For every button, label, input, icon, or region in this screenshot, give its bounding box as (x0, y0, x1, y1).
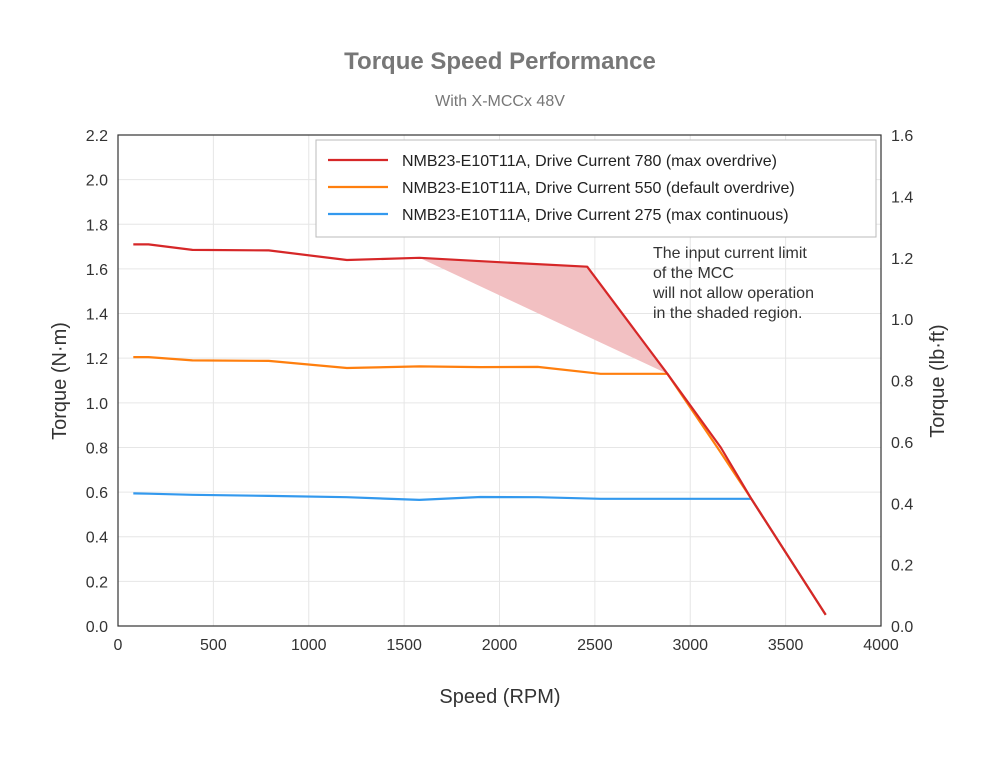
y2-tick-label: 0.0 (891, 619, 913, 636)
legend: NMB23-E10T11A, Drive Current 780 (max ov… (315, 139, 877, 238)
series-line-780 (133, 243, 827, 616)
annotation-line: in the shaded region. (653, 305, 802, 322)
y2-tick-label: 1.4 (891, 189, 913, 206)
legend-entry-275: NMB23-E10T11A, Drive Current 275 (max co… (402, 207, 789, 224)
y2-tick-label: 1.2 (891, 251, 913, 268)
y-tick-label: 1.4 (86, 307, 108, 324)
plot-frame (117, 134, 882, 627)
y2-tick-label: 1.0 (891, 312, 913, 329)
y-tick-label: 0.6 (86, 485, 108, 502)
annotation-line: will not allow operation (652, 285, 814, 302)
shaded-region (419, 257, 668, 374)
legend-entry-780: NMB23-E10T11A, Drive Current 780 (max ov… (402, 153, 777, 170)
y-tick-label: 1.0 (86, 396, 108, 413)
series-layer (133, 243, 827, 616)
annotation: The input current limit of the MCC will … (652, 245, 814, 322)
y-tick-label: 0.2 (86, 574, 108, 591)
annotation-line: The input current limit (653, 245, 807, 262)
y2-tick-label: 0.2 (891, 558, 913, 575)
series-line-550 (133, 356, 827, 616)
legend-box (315, 139, 877, 238)
x-tick-label: 500 (200, 637, 227, 654)
series-line-275 (133, 492, 827, 616)
x-tick-label: 3500 (768, 637, 804, 654)
chart-title: Torque Speed Performance (344, 48, 656, 75)
y-tick-label: 0.0 (86, 619, 108, 636)
y2-tick-label: 0.4 (891, 496, 913, 513)
y-tick-label: 1.6 (86, 262, 108, 279)
y2-tick-label: 1.6 (891, 128, 913, 145)
x-axis-label: Speed (RPM) (439, 686, 560, 708)
y2-tick-label: 0.8 (891, 374, 913, 391)
y-tick-label: 2.2 (86, 128, 108, 145)
tick-labels: 0 500 1000 1500 2000 2500 3000 3500 40000.00.20.… (86, 128, 914, 654)
y-tick-label: 1.2 (86, 351, 108, 368)
y2-tick-label: 0.6 (891, 435, 913, 452)
y-tick-label: 1.8 (86, 217, 108, 234)
y-tick-label: 2.0 (86, 173, 108, 190)
annotation-line: of the MCC (653, 265, 734, 282)
x-tick-label: 4000 (863, 637, 899, 654)
y-tick-label: 0.4 (86, 530, 108, 547)
x-tick-label: 1000 (291, 637, 327, 654)
y-axis-label: Torque (N·m) (49, 322, 71, 440)
x-tick-label: 3000 (672, 637, 708, 654)
x-tick-label: 0 (114, 637, 123, 654)
shaded-region-layer (419, 257, 668, 374)
y2-axis-label: Torque (lb·ft) (927, 324, 949, 437)
x-tick-label: 2000 (482, 637, 518, 654)
x-tick-label: 1500 (386, 637, 422, 654)
y-tick-label: 0.8 (86, 440, 108, 457)
chart-subtitle: With X-MCCx 48V (435, 93, 565, 110)
legend-entry-550: NMB23-E10T11A, Drive Current 550 (defaul… (402, 180, 795, 197)
x-tick-label: 2500 (577, 637, 613, 654)
